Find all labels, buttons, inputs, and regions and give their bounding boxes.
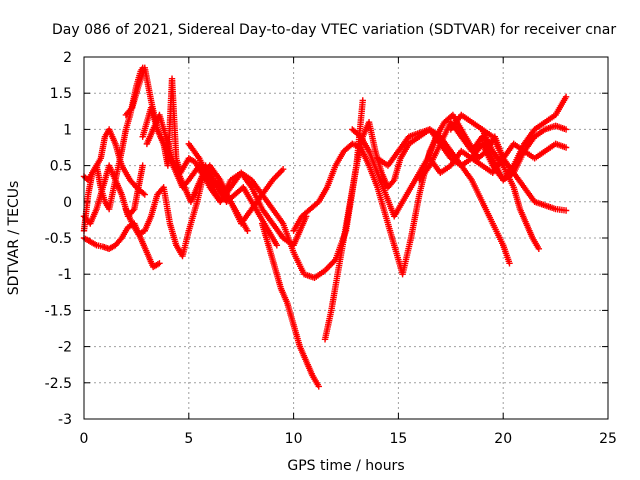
series-track-a <box>80 220 163 271</box>
series-track-r <box>479 126 543 253</box>
series-track-k <box>290 126 444 278</box>
data-point <box>562 144 570 151</box>
data-point <box>141 191 148 198</box>
x-tick-label: 20 <box>494 431 512 447</box>
y-tick-label: 0 <box>63 195 72 211</box>
y-tick-label: 1 <box>63 122 72 138</box>
y-tick-label: 0.5 <box>50 159 72 175</box>
chart-title: Day 086 of 2021, Sidereal Day-to-day VTE… <box>52 22 616 38</box>
y-tick-label: -0.5 <box>45 231 72 247</box>
series-track-n <box>374 93 570 184</box>
y-tick-label: -3 <box>58 412 72 428</box>
y-tick-label: 2 <box>63 50 72 66</box>
data-point <box>244 227 251 234</box>
plot-frame <box>83 56 609 420</box>
data-point <box>279 166 287 173</box>
x-tick-label: 15 <box>389 431 407 447</box>
data-point <box>562 93 570 101</box>
series-track-p <box>426 140 570 177</box>
tick-layer: 0 5 10 15 20 25 -3 -2.5 -2 -1.5 -1 -0.5 0 0.5 1 1.5 2 <box>45 50 617 447</box>
data-point <box>140 190 147 197</box>
y-tick-label: 1.5 <box>50 86 72 102</box>
y-tick-label: -2.5 <box>45 376 72 392</box>
y-tick-label: -2 <box>58 340 72 356</box>
x-axis-label: GPS time / hours <box>287 458 404 474</box>
y-tick-label: -1 <box>58 267 72 283</box>
data-point <box>506 260 513 267</box>
data-point <box>562 126 570 133</box>
data-point <box>156 260 163 267</box>
series-line <box>141 77 278 246</box>
series-track-f <box>139 75 281 249</box>
data-layer <box>80 64 570 390</box>
data-point <box>139 162 146 169</box>
data-point <box>562 207 570 214</box>
x-tick-label: 0 <box>80 431 89 447</box>
y-axis-label: SDTVAR / TECUs <box>6 181 22 296</box>
x-tick-label: 5 <box>184 431 193 447</box>
x-tick-label: 25 <box>599 431 617 447</box>
data-point <box>273 242 281 249</box>
data-point <box>535 245 543 253</box>
data-point <box>359 97 366 104</box>
x-tick-label: 10 <box>285 431 303 447</box>
y-tick-label: -1.5 <box>45 303 72 319</box>
series-track-q <box>447 111 570 214</box>
series-track-b <box>80 126 148 198</box>
data-point <box>315 383 322 390</box>
series-track-j <box>258 220 322 390</box>
